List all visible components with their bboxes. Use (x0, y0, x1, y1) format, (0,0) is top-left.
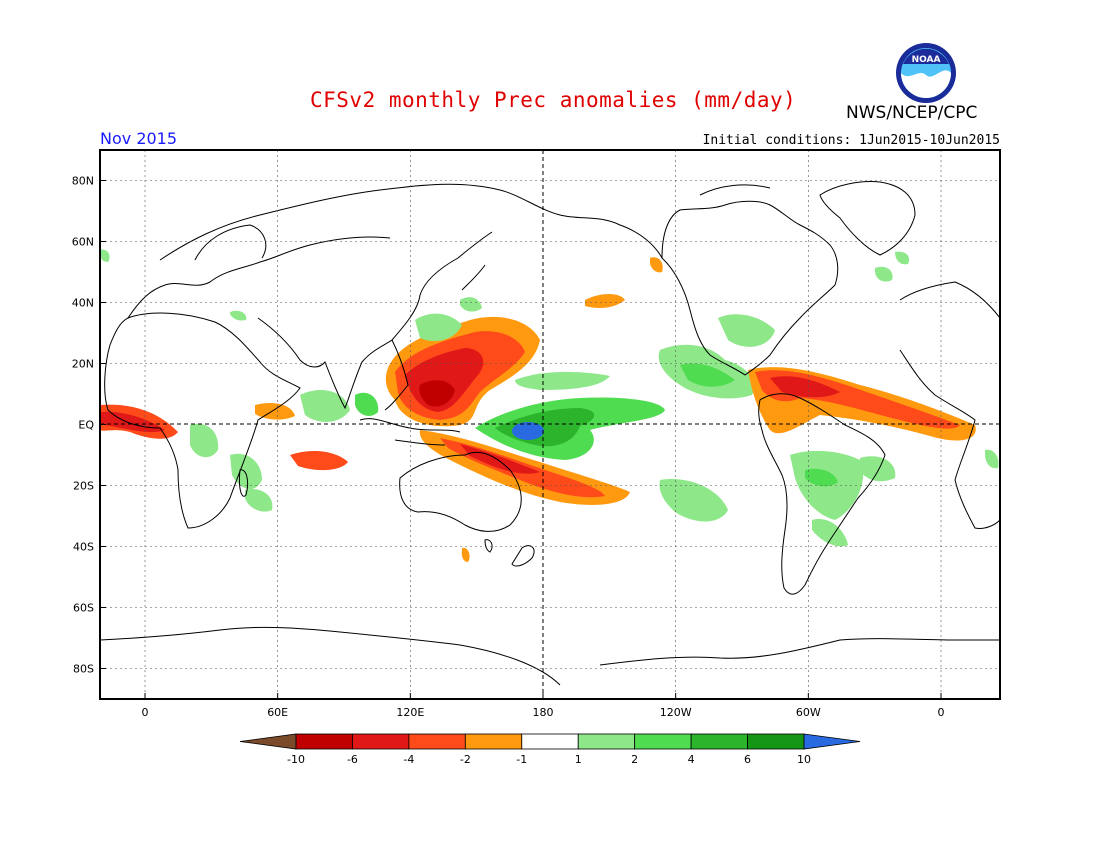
colorbar-arrow-left (239, 733, 297, 750)
gridlines (100, 150, 1000, 699)
colorbar-swatch (521, 733, 579, 750)
lon-label: 120E (396, 706, 424, 719)
colorbar-tick-label: -10 (287, 753, 305, 766)
colorbar-swatch (690, 733, 748, 750)
colorbar-tick-label: 1 (575, 753, 582, 766)
colorbar-swatch (577, 733, 636, 750)
agency-label: NWS/NCEP/CPC (846, 103, 978, 123)
lat-label: 40N (72, 297, 94, 310)
colorbar-swatch (352, 733, 410, 750)
lon-label: 60W (796, 706, 821, 719)
colorbar-swatch (634, 733, 692, 750)
colorbar-tick-label: 2 (631, 753, 638, 766)
colorbar-tick-label: 4 (688, 753, 695, 766)
lat-label: 60S (73, 602, 94, 615)
colorbar-tick-label: -1 (516, 753, 527, 766)
chart-title: CFSv2 monthly Prec anomalies (mm/day) (310, 88, 797, 112)
coastlines (100, 181, 1000, 686)
lon-label: 120W (660, 706, 692, 719)
lon-label: 60E (267, 706, 288, 719)
lon-label: 180 (533, 706, 554, 719)
latitude-labels: 80N 60N 40N 20N EQ 20S 40S 60S 80S (72, 175, 106, 676)
anomaly-fields (100, 249, 999, 562)
forecast-month: Nov 2015 (100, 129, 178, 148)
map-area (100, 181, 1000, 686)
initial-conditions: Initial conditions: 1Jun2015-10Jun2015 (702, 133, 1000, 148)
lat-label: 20N (72, 358, 94, 371)
logo-text: NOAA (912, 55, 941, 65)
lat-label: EQ (78, 419, 94, 432)
noaa-logo: NOAA (895, 42, 957, 104)
colorbar-swatch (408, 733, 466, 750)
colorbar-tick-label: 10 (797, 753, 811, 766)
lon-label: 0 (938, 706, 945, 719)
colorbar-tick-label: -6 (347, 753, 358, 766)
colorbar-arrow-right (803, 733, 861, 750)
colorbar-swatch (464, 733, 523, 750)
lat-label: 60N (72, 236, 94, 249)
lat-label: 80S (73, 663, 94, 676)
longitude-labels: 0 60E 120E 180 120W 60W 0 (142, 693, 945, 719)
colorbar-tick-label: -4 (403, 753, 414, 766)
lat-label: 80N (72, 175, 94, 188)
colorbar: -10 -6 -4 -2 -1 1 2 4 6 10 (239, 733, 861, 766)
colorbar-tick-label: 6 (744, 753, 751, 766)
lon-label: 0 (142, 706, 149, 719)
lat-label: 20S (73, 480, 94, 493)
colorbar-swatch (747, 733, 805, 750)
lat-label: 40S (73, 541, 94, 554)
colorbar-swatch (295, 733, 353, 750)
colorbar-tick-label: -2 (460, 753, 471, 766)
